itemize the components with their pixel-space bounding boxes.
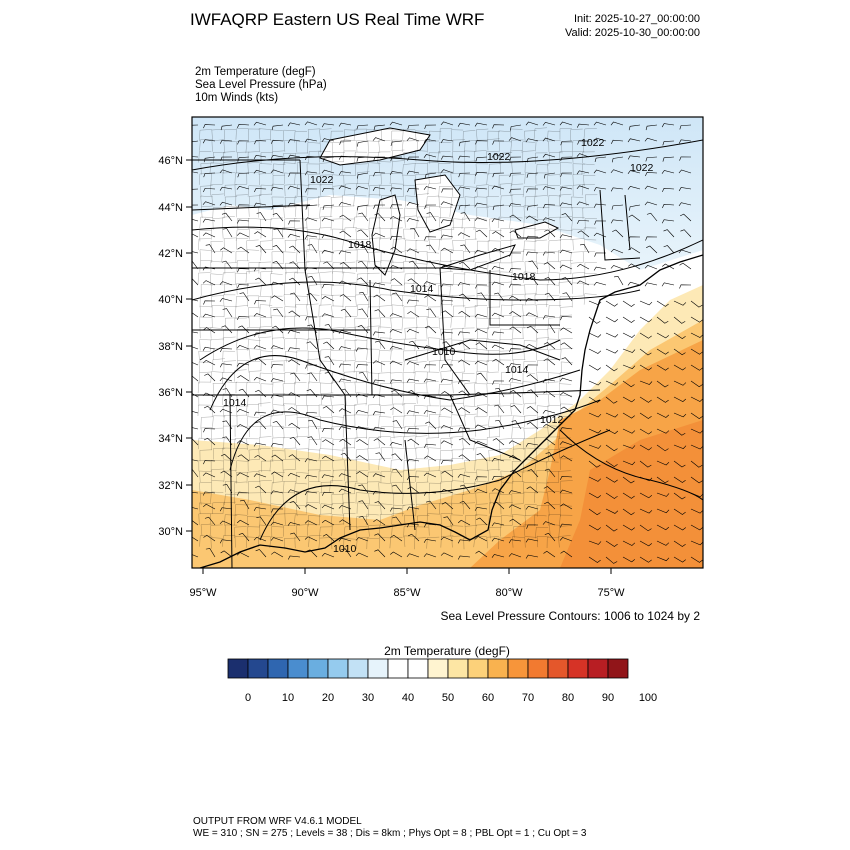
lake-erie [439, 244, 516, 271]
colorbar-tick-label: 50 [442, 692, 454, 704]
isobar-label: 1010 [432, 346, 456, 358]
lake-huron [414, 174, 461, 233]
colorbar-swatch [607, 658, 629, 679]
colorbar-swatch [427, 658, 449, 679]
colorbar-tick-label: 20 [322, 692, 334, 704]
lat-label: 32°N [158, 480, 183, 492]
lat-label: 30°N [158, 526, 183, 538]
isobar-label: 1014 [223, 397, 247, 409]
colorbar-tick-label: 100 [639, 692, 657, 704]
longitude-axis: 95°W 90°W 85°W 80°W 75°W [189, 568, 625, 599]
colorbar-tick-label: 10 [282, 692, 294, 704]
lat-label: 38°N [158, 341, 183, 353]
colorbar-swatch [507, 658, 529, 679]
isobar-label: 1010 [333, 543, 357, 555]
coastline [199, 254, 703, 568]
isobars [192, 139, 703, 541]
isobar-label: 1014 [410, 283, 434, 295]
colorbar [227, 658, 629, 679]
colorbar-swatch [267, 658, 289, 679]
colorbar-swatch [387, 658, 409, 679]
lon-label: 95°W [189, 587, 217, 599]
lake-superior [319, 127, 431, 166]
map-area [192, 117, 703, 568]
isobar-label: 1014 [505, 364, 529, 376]
colorbar-tick-label: 40 [402, 692, 414, 704]
colorbar-swatch [527, 658, 549, 679]
isobar-label: 1022 [581, 137, 605, 149]
lat-label: 44°N [158, 202, 183, 214]
colorbar-swatch [247, 658, 269, 679]
map-frame [191, 116, 704, 569]
lat-label: 42°N [158, 248, 183, 260]
isobar-label: 1022 [487, 151, 511, 163]
colorbar-swatch [347, 658, 369, 679]
isobar-label: 1022 [310, 174, 334, 186]
isobar-label: 1022 [630, 162, 654, 174]
lat-label: 46°N [158, 155, 183, 167]
latitude-axis: 46°N 44°N 42°N 40°N 38°N 36°N 34°N 32°N … [158, 155, 192, 538]
contour-note: Sea Level Pressure Contours: 1006 to 102… [440, 609, 701, 623]
lon-label: 90°W [291, 587, 319, 599]
lat-label: 40°N [158, 294, 183, 306]
isobar-label: 1012 [540, 414, 564, 426]
init-time: Init: 2025-10-27_00:00:00 [574, 13, 700, 25]
colorbar-tick-label: 70 [522, 692, 534, 704]
colorbar-swatch [467, 658, 489, 679]
footer-config: WE = 310 ; SN = 275 ; Levels = 38 ; Dis … [193, 828, 587, 839]
colorbar-tick-label: 90 [602, 692, 614, 704]
isobar-label: 1018 [512, 271, 536, 283]
colorbar-swatch [587, 658, 609, 679]
isobar-label: 1018 [348, 239, 372, 251]
wind-barbs [192, 121, 703, 564]
lat-label: 34°N [158, 433, 183, 445]
colorbar-ticks: 0 10 20 30 40 50 60 70 80 90 100 [245, 692, 657, 704]
colorbar-tick-label: 30 [362, 692, 374, 704]
colorbar-tick-label: 0 [245, 692, 251, 704]
field-label-temperature: 2m Temperature (degF) [195, 66, 316, 78]
plot-title: IWFAQRP Eastern US Real Time WRF [190, 10, 485, 29]
colorbar-swatch [487, 658, 509, 679]
colorbar-tick-label: 60 [482, 692, 494, 704]
colorbar-swatch [547, 658, 569, 679]
colorbar-title: 2m Temperature (degF) [384, 644, 510, 658]
colorbar-swatch [367, 658, 389, 679]
lon-label: 85°W [393, 587, 421, 599]
ocean-hot-shading [560, 420, 703, 568]
field-label-winds: 10m Winds (kts) [195, 92, 279, 104]
lon-label: 80°W [495, 587, 523, 599]
colorbar-swatch [567, 658, 589, 679]
colorbar-tick-label: 80 [562, 692, 574, 704]
colorbar-swatch [327, 658, 349, 679]
valid-time: Valid: 2025-10-30_00:00:00 [565, 27, 700, 39]
colorbar-swatch [227, 658, 249, 679]
footer-model: OUTPUT FROM WRF V4.6.1 MODEL [193, 816, 362, 827]
field-label-pressure: Sea Level Pressure (hPa) [195, 79, 327, 91]
colorbar-swatch [447, 658, 469, 679]
colorbar-swatch [307, 658, 329, 679]
lat-label: 36°N [158, 387, 183, 399]
isobar-labels: 1022 1022 1022 1022 1018 1018 1014 1014 … [223, 137, 654, 555]
colorbar-swatch [287, 658, 309, 679]
colorbar-swatch [407, 658, 429, 679]
county-boundaries [197, 127, 598, 550]
lon-label: 75°W [597, 587, 625, 599]
